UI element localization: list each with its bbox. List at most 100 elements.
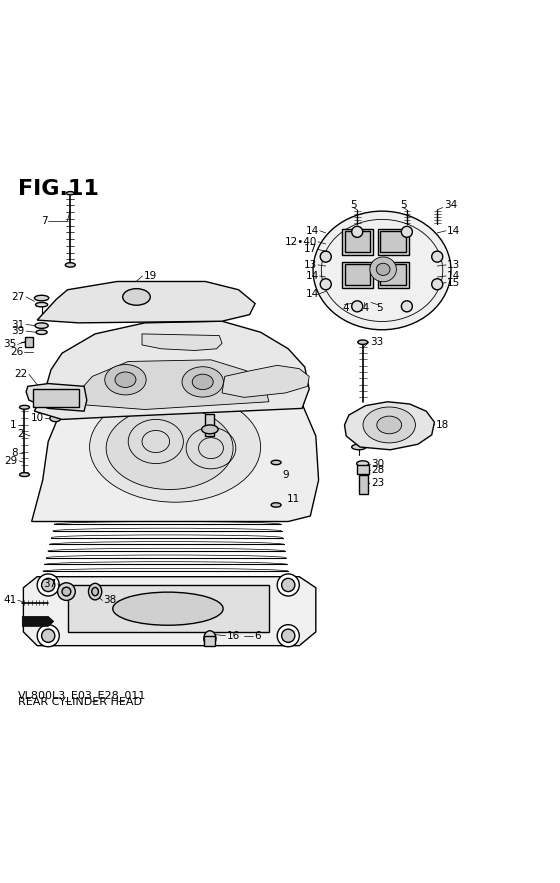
Text: 14: 14 — [305, 289, 319, 298]
Text: 5: 5 — [188, 314, 194, 324]
Ellipse shape — [35, 323, 48, 328]
Bar — [204, 636, 216, 645]
Text: 39: 39 — [11, 326, 25, 336]
Circle shape — [58, 583, 75, 600]
Text: 37: 37 — [43, 579, 57, 589]
Ellipse shape — [202, 425, 218, 434]
Text: 19: 19 — [144, 271, 157, 281]
Text: 34: 34 — [444, 200, 457, 210]
Ellipse shape — [88, 584, 102, 600]
Text: 7: 7 — [41, 215, 48, 226]
Text: 6: 6 — [254, 630, 260, 641]
Text: 20: 20 — [90, 382, 102, 392]
Polygon shape — [22, 616, 54, 626]
Bar — [68, 585, 269, 632]
Ellipse shape — [192, 374, 213, 389]
Bar — [345, 264, 371, 285]
Text: 32: 32 — [254, 359, 267, 369]
Bar — [345, 231, 371, 253]
Circle shape — [352, 301, 363, 312]
Text: 18: 18 — [436, 420, 449, 430]
Ellipse shape — [20, 472, 30, 477]
Text: 14: 14 — [447, 226, 460, 236]
Bar — [206, 414, 214, 436]
Bar — [342, 229, 373, 255]
Polygon shape — [26, 383, 87, 411]
Text: 16: 16 — [226, 630, 240, 641]
Text: FWD: FWD — [28, 617, 48, 626]
Circle shape — [432, 279, 443, 290]
Ellipse shape — [313, 211, 451, 329]
Ellipse shape — [123, 289, 150, 306]
Text: 27: 27 — [11, 292, 25, 302]
Bar — [25, 336, 33, 347]
Text: 22: 22 — [277, 377, 291, 387]
Bar — [359, 474, 368, 494]
Polygon shape — [34, 321, 309, 419]
Circle shape — [282, 629, 295, 642]
Circle shape — [402, 301, 412, 312]
Text: 29: 29 — [4, 456, 18, 466]
Ellipse shape — [92, 587, 99, 596]
Text: 13: 13 — [447, 260, 460, 270]
Text: 25: 25 — [227, 337, 241, 347]
Text: 9: 9 — [283, 470, 290, 479]
Ellipse shape — [66, 263, 75, 268]
Ellipse shape — [204, 630, 216, 646]
Text: FIG.11: FIG.11 — [18, 179, 99, 200]
Ellipse shape — [357, 461, 369, 466]
Circle shape — [41, 578, 55, 592]
Text: 3: 3 — [113, 421, 119, 431]
Text: 24: 24 — [222, 328, 235, 337]
Circle shape — [41, 629, 55, 642]
Text: 36: 36 — [226, 428, 240, 438]
Bar — [380, 231, 406, 253]
Text: 2: 2 — [17, 429, 24, 439]
Ellipse shape — [376, 263, 390, 275]
Text: 27: 27 — [366, 434, 379, 444]
Text: 10: 10 — [31, 413, 44, 423]
Text: 13: 13 — [304, 260, 317, 270]
Circle shape — [62, 587, 71, 596]
Ellipse shape — [67, 192, 74, 195]
Ellipse shape — [50, 415, 61, 422]
Ellipse shape — [243, 364, 250, 367]
Bar — [377, 261, 409, 288]
Text: 17: 17 — [304, 245, 317, 254]
Ellipse shape — [177, 319, 184, 321]
Polygon shape — [37, 282, 255, 323]
Circle shape — [352, 226, 363, 238]
Bar — [377, 229, 409, 255]
Bar — [342, 261, 373, 288]
Text: 28: 28 — [371, 465, 384, 475]
Polygon shape — [142, 334, 222, 351]
Circle shape — [282, 578, 295, 592]
Text: 41: 41 — [3, 595, 17, 606]
Ellipse shape — [352, 444, 366, 449]
Circle shape — [432, 251, 443, 262]
Text: 5: 5 — [350, 200, 357, 210]
Text: 15: 15 — [447, 277, 460, 288]
Polygon shape — [32, 361, 319, 522]
Ellipse shape — [377, 416, 402, 434]
Bar — [357, 465, 369, 473]
Circle shape — [277, 624, 299, 646]
Bar — [380, 264, 406, 285]
Text: REAR CYLINDER HEAD: REAR CYLINDER HEAD — [18, 698, 142, 707]
Ellipse shape — [271, 460, 281, 464]
Polygon shape — [24, 577, 316, 645]
Polygon shape — [73, 360, 269, 410]
Text: 5: 5 — [400, 200, 407, 210]
Text: 22: 22 — [15, 369, 28, 379]
Text: 38: 38 — [104, 595, 116, 606]
Text: 33: 33 — [370, 337, 383, 347]
Ellipse shape — [90, 392, 260, 502]
Text: 30: 30 — [371, 458, 384, 469]
Ellipse shape — [113, 592, 223, 625]
Ellipse shape — [34, 295, 49, 301]
Ellipse shape — [271, 502, 281, 507]
Ellipse shape — [106, 407, 233, 489]
Circle shape — [320, 279, 332, 290]
Text: 14: 14 — [305, 226, 319, 236]
Circle shape — [320, 251, 332, 262]
